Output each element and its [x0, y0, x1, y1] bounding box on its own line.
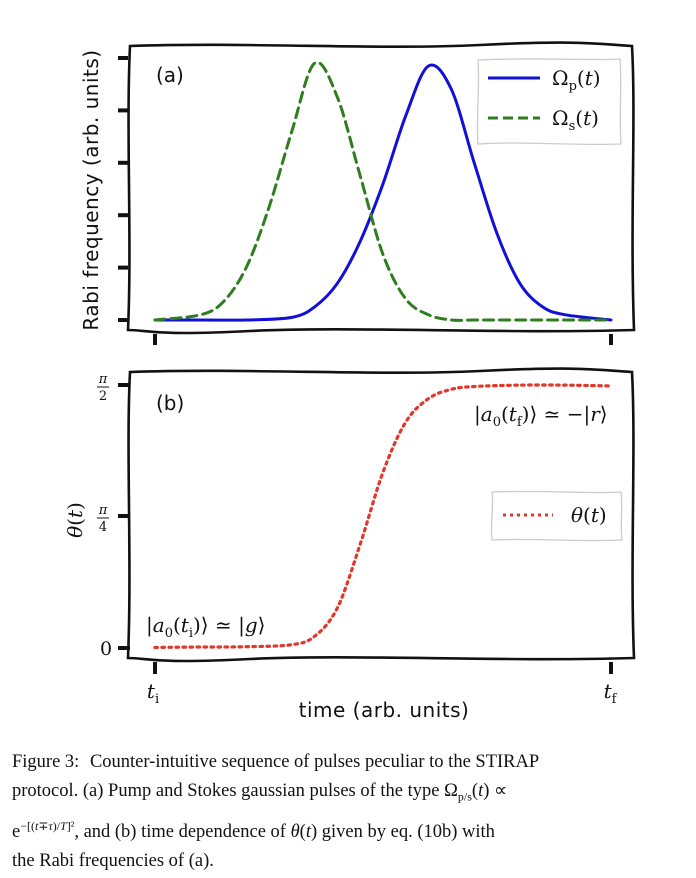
panel-b-xticks: ti tf: [147, 662, 618, 707]
caption-label: Figure 3:: [12, 752, 80, 772]
ytick-pi-over-2: π 2: [97, 372, 109, 404]
figure-caption: Figure 3: Counter-intuitive sequence of …: [12, 748, 688, 876]
legend-stokes-label: Ωs(t): [552, 106, 599, 134]
caption-line-1: Figure 3: Counter-intuitive sequence of …: [12, 752, 540, 772]
panel-b-label: (b): [156, 391, 184, 415]
panel-b-legend: θ(t): [490, 490, 623, 542]
panel-a-ylabel: Rabi frequency (arb. units): [79, 49, 103, 330]
caption-line-2: protocol. (a) Pump and Stokes gaussian p…: [12, 781, 508, 804]
ytick-zero: 0: [100, 638, 112, 660]
panel-a-legend: Ωp(t) Ωs(t): [476, 58, 622, 146]
legend-pump-label: Ωp(t): [552, 66, 601, 94]
x-axis-label: time (arb. units): [299, 698, 470, 722]
stokes-pulse-line: [153, 60, 613, 322]
svg-text:4: 4: [99, 520, 107, 535]
caption-line-4: the Rabi frequencies of (a).: [12, 850, 214, 871]
caption-line-3: e−[(t∓τ)/T]², and (b) time dependence of…: [12, 818, 495, 842]
svg-text:2: 2: [99, 389, 107, 404]
xtick-ti: ti: [147, 679, 159, 707]
panel-a: (a) Rabi frequency (arb. units) Ωp(t) Ωs…: [79, 41, 636, 335]
panel-b-yticks: π 2 π 4 0: [97, 372, 130, 660]
panel-b-curves: [153, 383, 613, 650]
theta-line: [153, 383, 613, 650]
svg-text:π: π: [98, 372, 108, 387]
panel-b-frame: [126, 367, 636, 663]
xtick-tf: tf: [604, 679, 618, 707]
panel-a-label: (a): [156, 63, 184, 87]
annot-final-state: |a0(tf)⟩ ≃ −|r⟩: [474, 402, 608, 430]
panel-a-yticks: [118, 56, 128, 322]
panel-a-frame: [126, 41, 636, 335]
panel-b: (b) θ(t) π 2 π 4 0 |a0(ti)⟩ ≃ |g⟩ |a0(tf…: [63, 367, 636, 722]
pump-pulse-line: [153, 63, 613, 322]
panel-b-ylabel: θ(t): [63, 502, 87, 538]
legend-theta-label: θ(t): [571, 503, 607, 527]
svg-text:π: π: [98, 503, 108, 518]
panel-a-curves: [153, 60, 613, 322]
annot-initial-state: |a0(ti)⟩ ≃ |g⟩: [146, 613, 265, 641]
panel-a-xticks: [153, 334, 613, 345]
ytick-pi-over-4: π 4: [97, 503, 109, 535]
figure-3: (a) Rabi frequency (arb. units) Ωp(t) Ωs…: [63, 41, 636, 722]
